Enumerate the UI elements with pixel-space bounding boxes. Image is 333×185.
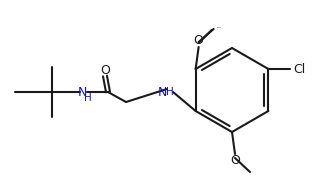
Text: H: H	[166, 87, 174, 97]
Text: O: O	[194, 33, 203, 46]
Text: O: O	[230, 154, 240, 167]
Text: methyl: methyl	[217, 26, 222, 28]
Text: N: N	[157, 85, 167, 98]
Text: Cl: Cl	[293, 63, 305, 75]
Text: O: O	[100, 64, 110, 77]
Text: N: N	[77, 85, 87, 98]
Text: H: H	[84, 92, 92, 102]
